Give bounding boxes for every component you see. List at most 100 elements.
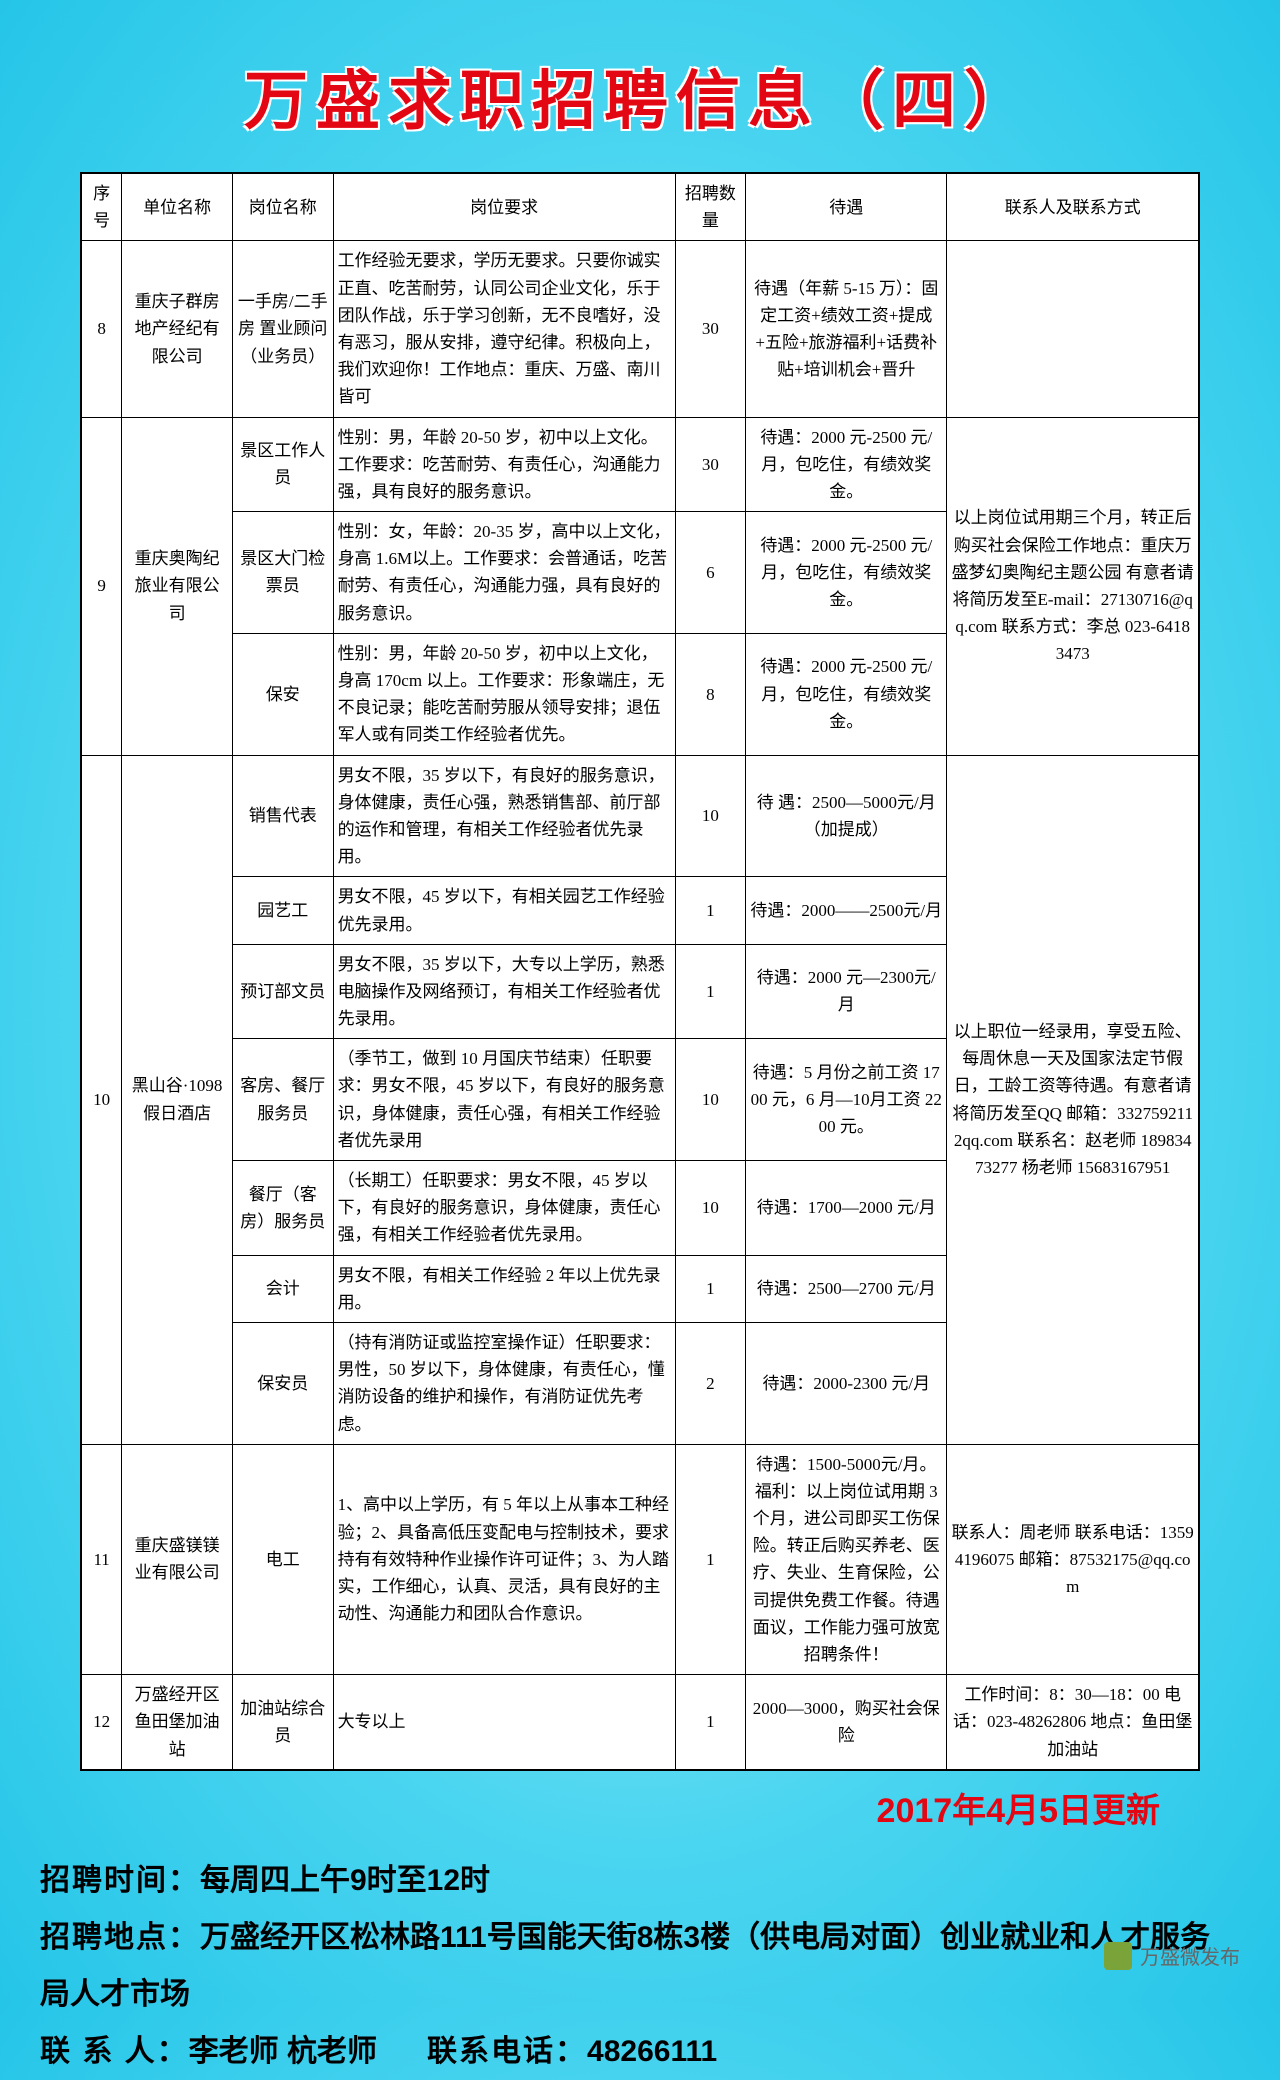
th-seq: 序号	[82, 174, 122, 241]
cell-salary: 待 遇：2500—5000元/月（加提成）	[746, 755, 947, 877]
contact-value: 李老师 杭老师	[189, 2035, 377, 2068]
update-date: 2017年4月5日更新	[0, 1783, 1160, 1832]
addr-value: 万盛经开区松林路111号国能天街8栋3楼（供电局对面）创业就业和人才服务局人才市…	[40, 1921, 1210, 2011]
cell-number: 30	[675, 241, 745, 417]
addr-label: 招聘地点：	[40, 1921, 200, 1954]
cell-contact: 以上岗位试用期三个月，转正后购买社会保险工作地点：重庆万盛梦幻奥陶纪主题公园 有…	[947, 417, 1199, 755]
table-row: 12万盛经开区鱼田堡加油站加油站综合员大专以上12000—3000，购买社会保险…	[82, 1675, 1199, 1770]
cell-number: 1	[675, 944, 745, 1039]
cell-requirement: （季节工，做到 10 月国庆节结束）任职要求：男女不限，45 岁以下，有良好的服…	[333, 1039, 675, 1161]
time-label: 招聘时间：	[40, 1864, 200, 1897]
cell-requirement: （长期工）任职要求：男女不限，45 岁以下，有良好的服务意识，身体健康，责任心强…	[333, 1161, 675, 1256]
contact-label: 联 系 人：	[40, 2035, 189, 2068]
footer-time: 招聘时间：每周四上午9时至12时	[40, 1852, 1240, 1909]
table-row: 10黑山谷·1098假日酒店销售代表男女不限，35 岁以下，有良好的服务意识，身…	[82, 755, 1199, 877]
cell-salary: 待遇：2000——2500元/月	[746, 877, 947, 944]
table-header-row: 序号 单位名称 岗位名称 岗位要求 招聘数量 待遇 联系人及联系方式	[82, 174, 1199, 241]
cell-requirement: 工作经验无要求，学历无要求。只要你诚实正直、吃苦耐劳，认同公司企业文化，乐于团队…	[333, 241, 675, 417]
cell-requirement: 男女不限，45 岁以下，有相关园艺工作经验优先录用。	[333, 877, 675, 944]
cell-position: 餐厅（客房）服务员	[232, 1161, 333, 1256]
cell-requirement: （持有消防证或监控室操作证）任职要求：男性，50 岁以下，身体健康，有责任心，懂…	[333, 1322, 675, 1444]
cell-seq: 8	[82, 241, 122, 417]
cell-contact: 以上职位一经录用，享受五险、每周休息一天及国家法定节假日，工龄工资等待遇。有意者…	[947, 755, 1199, 1444]
cell-requirement: 性别：男，年龄 20-50 岁，初中以上文化。工作要求：吃苦耐劳、有责任心，沟通…	[333, 417, 675, 512]
cell-requirement: 性别：女，年龄：20-35 岁，高中以上文化，身高 1.6M以上。工作要求：会普…	[333, 512, 675, 634]
cell-requirement: 男女不限，有相关工作经验 2 年以上优先录用。	[333, 1255, 675, 1322]
cell-company: 重庆盛镁镁业有限公司	[122, 1444, 233, 1675]
cell-company: 黑山谷·1098假日酒店	[122, 755, 233, 1444]
cell-salary: 待遇：2000 元-2500 元/月，包吃住，有绩效奖金。	[746, 512, 947, 634]
th-contact: 联系人及联系方式	[947, 174, 1199, 241]
cell-number: 10	[675, 1161, 745, 1256]
cell-contact	[947, 241, 1199, 417]
cell-position: 一手房/二手房 置业顾问（业务员）	[232, 241, 333, 417]
cell-contact: 联系人：周老师 联系电话：13594196075 邮箱：87532175@qq.…	[947, 1444, 1199, 1675]
table-row: 8重庆子群房地产经纪有限公司一手房/二手房 置业顾问（业务员）工作经验无要求，学…	[82, 241, 1199, 417]
cell-position: 景区工作人员	[232, 417, 333, 512]
cell-salary: 2000—3000，购买社会保险	[746, 1675, 947, 1770]
cell-position: 会计	[232, 1255, 333, 1322]
cell-position: 销售代表	[232, 755, 333, 877]
cell-position: 客房、餐厅服务员	[232, 1039, 333, 1161]
footer-addr: 招聘地点：万盛经开区松林路111号国能天街8栋3楼（供电局对面）创业就业和人才服…	[40, 1909, 1240, 2023]
phone-value: 48266111	[587, 2035, 717, 2068]
table-row: 11重庆盛镁镁业有限公司电工1、高中以上学历，有 5 年以上从事本工种经验；2、…	[82, 1444, 1199, 1675]
time-value: 每周四上午9时至12时	[200, 1864, 490, 1897]
cell-number: 8	[675, 633, 745, 755]
cell-salary: 待遇：2000 元—2300元/月	[746, 944, 947, 1039]
cell-number: 2	[675, 1322, 745, 1444]
footer-contact: 联 系 人：李老师 杭老师 联系电话：48266111	[40, 2023, 1240, 2080]
cell-position: 预订部文员	[232, 944, 333, 1039]
cell-salary: 待遇：2000-2300 元/月	[746, 1322, 947, 1444]
cell-requirement: 1、高中以上学历，有 5 年以上从事本工种经验；2、具备高低压变配电与控制技术，…	[333, 1444, 675, 1675]
cell-contact: 工作时间：8：30—18：00 电话：023-48262806 地点：鱼田堡加油…	[947, 1675, 1199, 1770]
cell-number: 6	[675, 512, 745, 634]
th-requirement: 岗位要求	[333, 174, 675, 241]
footer-info: 招聘时间：每周四上午9时至12时 招聘地点：万盛经开区松林路111号国能天街8栋…	[40, 1852, 1240, 2080]
table-body: 8重庆子群房地产经纪有限公司一手房/二手房 置业顾问（业务员）工作经验无要求，学…	[82, 241, 1199, 1769]
table-row: 9重庆奥陶纪旅业有限公司景区工作人员性别：男，年龄 20-50 岁，初中以上文化…	[82, 417, 1199, 512]
th-number: 招聘数量	[675, 174, 745, 241]
watermark-text: 万盛微发布	[1140, 1941, 1240, 1970]
cell-position: 园艺工	[232, 877, 333, 944]
cell-position: 保安员	[232, 1322, 333, 1444]
cell-salary: 待遇：2000 元-2500 元/月，包吃住，有绩效奖金。	[746, 633, 947, 755]
cell-number: 1	[675, 1255, 745, 1322]
job-table-container: 序号 单位名称 岗位名称 岗位要求 招聘数量 待遇 联系人及联系方式 8重庆子群…	[80, 172, 1200, 1771]
cell-company: 重庆子群房地产经纪有限公司	[122, 241, 233, 417]
cell-position: 加油站综合员	[232, 1675, 333, 1770]
cell-salary: 待遇：5 月份之前工资 1700 元，6 月—10月工资 2200 元。	[746, 1039, 947, 1161]
th-position: 岗位名称	[232, 174, 333, 241]
cell-number: 1	[675, 1444, 745, 1675]
phone-label: 联系电话：	[427, 2035, 587, 2068]
cell-position: 保安	[232, 633, 333, 755]
th-salary: 待遇	[746, 174, 947, 241]
th-company: 单位名称	[122, 174, 233, 241]
cell-salary: 待遇：2500—2700 元/月	[746, 1255, 947, 1322]
cell-salary: 待遇：1700—2000 元/月	[746, 1161, 947, 1256]
cell-requirement: 男女不限，35 岁以下，大专以上学历，熟悉电脑操作及网络预订，有相关工作经验者优…	[333, 944, 675, 1039]
cell-salary: 待遇：1500-5000元/月。福利：以上岗位试用期 3 个月，进公司即买工伤保…	[746, 1444, 947, 1675]
cell-position: 电工	[232, 1444, 333, 1675]
cell-salary: 待遇：2000 元-2500 元/月，包吃住，有绩效奖金。	[746, 417, 947, 512]
cell-salary: 待遇（年薪 5-15 万）：固定工资+绩效工资+提成+五险+旅游福利+话费补贴+…	[746, 241, 947, 417]
cell-requirement: 性别：男，年龄 20-50 岁，初中以上文化，身高 170cm 以上。工作要求：…	[333, 633, 675, 755]
cell-position: 景区大门检票员	[232, 512, 333, 634]
cell-number: 10	[675, 1039, 745, 1161]
watermark: 万盛微发布	[1104, 1941, 1240, 1970]
cell-number: 1	[675, 1675, 745, 1770]
cell-seq: 12	[82, 1675, 122, 1770]
cell-number: 1	[675, 877, 745, 944]
cell-company: 万盛经开区鱼田堡加油站	[122, 1675, 233, 1770]
cell-number: 10	[675, 755, 745, 877]
cell-seq: 11	[82, 1444, 122, 1675]
cell-requirement: 男女不限，35 岁以下，有良好的服务意识，身体健康，责任心强，熟悉销售部、前厅部…	[333, 755, 675, 877]
cell-number: 30	[675, 417, 745, 512]
job-table: 序号 单位名称 岗位名称 岗位要求 招聘数量 待遇 联系人及联系方式 8重庆子群…	[81, 173, 1199, 1770]
cell-requirement: 大专以上	[333, 1675, 675, 1770]
cell-company: 重庆奥陶纪旅业有限公司	[122, 417, 233, 755]
watermark-icon	[1104, 1942, 1132, 1970]
cell-seq: 10	[82, 755, 122, 1444]
cell-seq: 9	[82, 417, 122, 755]
page-title: 万盛求职招聘信息（四）	[0, 0, 1280, 172]
